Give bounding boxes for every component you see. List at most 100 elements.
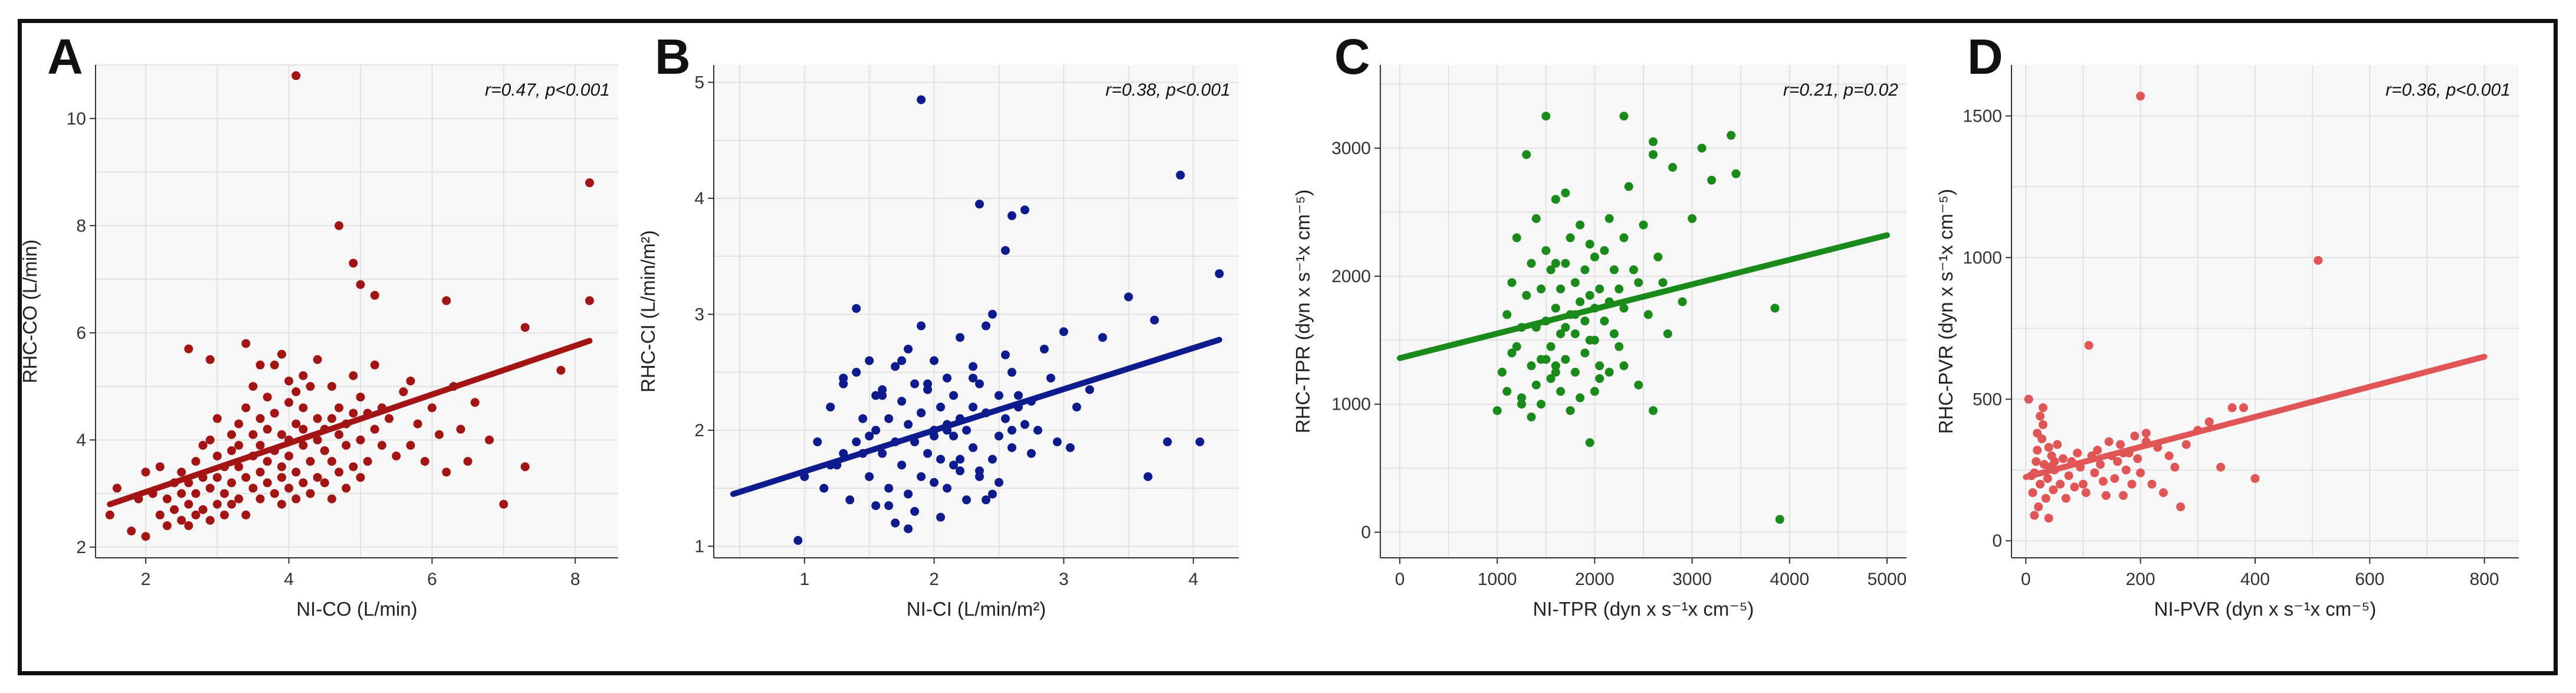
- panel-c-point: [1634, 380, 1643, 390]
- panel-d-point: [2033, 446, 2042, 455]
- panel-c-point: [1658, 278, 1668, 287]
- panel-a-point: [406, 440, 415, 450]
- panel-b-point: [871, 426, 881, 435]
- panel-d-point: [2096, 460, 2105, 469]
- panel-a-point: [141, 468, 150, 477]
- panel-b-y-tick-label: 5: [694, 73, 704, 92]
- panel-b-point: [1176, 171, 1185, 180]
- panel-d-point: [2118, 491, 2128, 500]
- panel-b-point: [839, 373, 848, 383]
- panel-c-point: [1609, 265, 1619, 274]
- panel-a-x-tick-label: 6: [427, 570, 437, 589]
- panel-b-point: [845, 495, 855, 505]
- panel-a-y-axis-title: RHC-CO (L/min): [19, 240, 41, 384]
- panel-c-point: [1649, 150, 1658, 159]
- panel-a-point: [306, 457, 315, 466]
- panel-a-point: [327, 382, 337, 391]
- panel-d-point: [2032, 457, 2041, 466]
- panel-a-x-tick-label: 2: [141, 570, 151, 589]
- panel-c-point: [1566, 233, 1575, 243]
- panel-a-point: [298, 424, 308, 434]
- panel-a-point: [291, 494, 301, 504]
- panel-b-point: [1085, 385, 1094, 394]
- panel-a-point: [320, 446, 329, 455]
- panel-a-point: [184, 521, 193, 531]
- panel-d-point: [2090, 468, 2099, 478]
- panel-a-point: [227, 499, 237, 509]
- panel-c-point: [1668, 163, 1678, 172]
- panel-c-point: [1541, 112, 1551, 121]
- panel-a-point: [277, 499, 287, 509]
- panel-c-point: [1570, 368, 1580, 377]
- panel-b-point: [865, 472, 874, 481]
- panel-a-point: [349, 462, 358, 472]
- panel-d: D 0 200 400 600 800 0 500 1000 1500 NI-PVR (dyn x …: [1935, 29, 2519, 620]
- panel-c-point: [1580, 316, 1590, 326]
- panel-d-point: [2056, 479, 2065, 489]
- panel-b-point: [987, 455, 997, 464]
- panel-a: A 2 4 6 8 2 4 6 8 10 NI-CO (L/min) RHC-CO (L/min) r=…: [19, 29, 618, 620]
- panel-a-point: [520, 323, 530, 332]
- panel-c-point: [1580, 348, 1590, 358]
- panel-d-point: [2070, 482, 2079, 492]
- panel-b-point: [936, 512, 946, 522]
- panel-a-point: [177, 468, 186, 477]
- panel-a-point: [248, 430, 258, 439]
- panel-a-point: [162, 494, 172, 504]
- panel-c-point: [1595, 374, 1604, 383]
- panel-d-x-tick-label: 400: [2240, 570, 2270, 589]
- panel-c-point: [1600, 246, 1609, 255]
- panel-b-point: [871, 501, 881, 511]
- panel-c-point: [1600, 316, 1609, 326]
- panel-c-point: [1604, 368, 1614, 377]
- figure-frame: [18, 19, 2558, 675]
- panel-b-point: [949, 432, 959, 441]
- panel-b-point: [904, 344, 913, 354]
- panel-a-point: [298, 478, 308, 488]
- panel-c-point: [1585, 438, 1594, 447]
- panel-a-point: [585, 296, 594, 305]
- panel-a-point: [255, 468, 265, 477]
- panel-c: C 0 1000 2000 3000 4000 5000 0 1000 2000 3000 NI-TP…: [1292, 29, 1906, 620]
- panel-b-point: [904, 420, 913, 429]
- panel-b: B 1 2 3 4 1 2 3 4 5 NI-CI (L/min/m²) RHC-CI (L/min/…: [637, 29, 1239, 620]
- panel-b-point: [897, 460, 907, 470]
- panel-a-point: [327, 494, 337, 504]
- panel-c-letter: C: [1334, 29, 1370, 84]
- panel-a-point: [349, 408, 358, 418]
- panel-a-point: [177, 489, 186, 498]
- panel-c-x-tick-label: 4000: [1770, 570, 1809, 589]
- panel-b-point: [1072, 403, 1081, 412]
- panel-c-grid: [1380, 65, 1906, 558]
- panel-d-point: [2110, 474, 2119, 483]
- panel-a-point: [442, 296, 451, 305]
- panel-d-y-axis-title: RHC-PVR (dyn x s⁻¹x cm⁻⁵): [1935, 189, 1957, 434]
- panel-c-point: [1643, 310, 1653, 319]
- panel-b-point: [987, 489, 997, 499]
- panel-a-point: [284, 376, 294, 385]
- panel-c-point: [1502, 387, 1512, 396]
- panel-c-point: [1629, 265, 1638, 274]
- panel-b-point: [878, 449, 887, 458]
- panel-b-x-tick-label: 3: [1059, 570, 1069, 589]
- panel-b-point: [969, 362, 978, 371]
- panel-b-point: [910, 506, 920, 516]
- panel-a-point: [291, 387, 301, 397]
- panel-c-points: [1492, 112, 1784, 524]
- panel-c-point: [1561, 323, 1570, 332]
- panel-d-point: [2239, 403, 2249, 413]
- panel-a-x-tick-label: 8: [570, 570, 580, 589]
- panel-a-point: [105, 510, 114, 519]
- panel-a-point: [277, 430, 287, 439]
- panel-b-point: [910, 379, 920, 388]
- panel-b-y-tick-label: 4: [694, 189, 704, 208]
- panel-b-point: [1000, 414, 1010, 423]
- panel-c-point: [1517, 393, 1527, 403]
- panel-c-point: [1551, 195, 1560, 204]
- panel-a-point: [313, 414, 322, 423]
- panel-c-point: [1541, 355, 1551, 364]
- panel-c-y-tick-label: 0: [1361, 523, 1371, 542]
- panel-c-point: [1604, 214, 1614, 223]
- panel-d-point: [2181, 440, 2191, 449]
- panel-a-point: [370, 290, 379, 300]
